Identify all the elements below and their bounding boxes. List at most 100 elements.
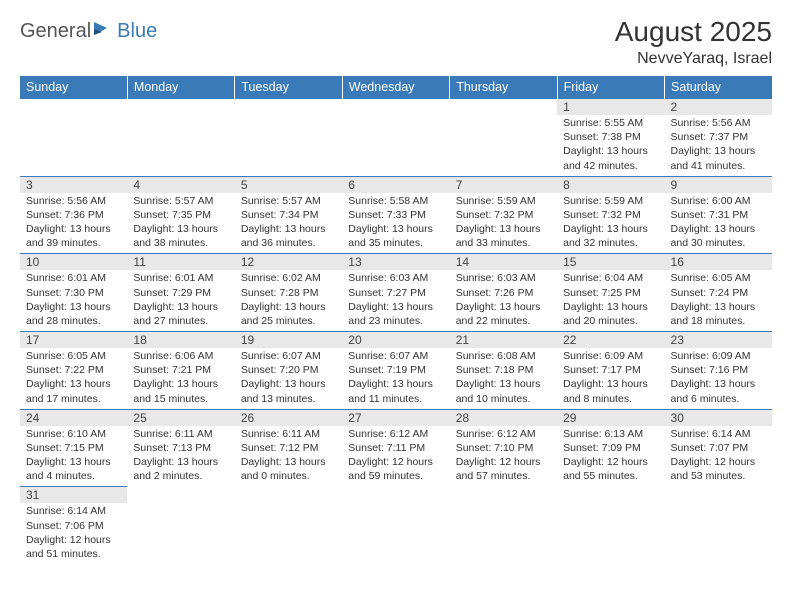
sunset-line: Sunset: 7:12 PM (241, 441, 336, 455)
sunset-line: Sunset: 7:26 PM (456, 286, 551, 300)
day-details: Sunrise: 5:57 AMSunset: 7:35 PMDaylight:… (127, 193, 234, 254)
day-details: Sunrise: 6:11 AMSunset: 7:12 PMDaylight:… (235, 426, 342, 487)
weekday-header: Sunday (20, 76, 127, 99)
sunrise-line: Sunrise: 6:05 AM (26, 349, 121, 363)
day-number (342, 487, 449, 503)
day-details: Sunrise: 6:03 AMSunset: 7:26 PMDaylight:… (450, 270, 557, 331)
sunrise-line: Sunrise: 6:14 AM (671, 427, 766, 441)
day-number: 3 (20, 177, 127, 193)
sunrise-line: Sunrise: 5:59 AM (563, 194, 658, 208)
calendar-cell: 25Sunrise: 6:11 AMSunset: 7:13 PMDayligh… (127, 409, 234, 487)
sunrise-line: Sunrise: 6:11 AM (241, 427, 336, 441)
daylight-line: Daylight: 13 hours and 13 minutes. (241, 377, 336, 405)
day-details: Sunrise: 6:00 AMSunset: 7:31 PMDaylight:… (665, 193, 772, 254)
sunrise-line: Sunrise: 6:14 AM (26, 504, 121, 518)
sunrise-line: Sunrise: 5:55 AM (563, 116, 658, 130)
sunrise-line: Sunrise: 6:06 AM (133, 349, 228, 363)
day-number: 9 (665, 177, 772, 193)
sunset-line: Sunset: 7:32 PM (456, 208, 551, 222)
day-details: Sunrise: 6:13 AMSunset: 7:09 PMDaylight:… (557, 426, 664, 487)
daylight-line: Daylight: 12 hours and 55 minutes. (563, 455, 658, 483)
calendar-cell: 19Sunrise: 6:07 AMSunset: 7:20 PMDayligh… (235, 332, 342, 410)
calendar-cell (235, 99, 342, 177)
weekday-header: Friday (557, 76, 664, 99)
sunrise-line: Sunrise: 6:03 AM (456, 271, 551, 285)
calendar-cell: 15Sunrise: 6:04 AMSunset: 7:25 PMDayligh… (557, 254, 664, 332)
day-details: Sunrise: 5:58 AMSunset: 7:33 PMDaylight:… (342, 193, 449, 254)
calendar-cell: 17Sunrise: 6:05 AMSunset: 7:22 PMDayligh… (20, 332, 127, 410)
day-details: Sunrise: 6:07 AMSunset: 7:19 PMDaylight:… (342, 348, 449, 409)
day-details: Sunrise: 5:56 AMSunset: 7:37 PMDaylight:… (665, 115, 772, 176)
day-number: 2 (665, 99, 772, 115)
sunset-line: Sunset: 7:21 PM (133, 363, 228, 377)
day-details: Sunrise: 5:59 AMSunset: 7:32 PMDaylight:… (557, 193, 664, 254)
page-header: General Blue August 2025 NevveYaraq, Isr… (20, 16, 772, 68)
daylight-line: Daylight: 13 hours and 22 minutes. (456, 300, 551, 328)
calendar-cell: 26Sunrise: 6:11 AMSunset: 7:12 PMDayligh… (235, 409, 342, 487)
sunset-line: Sunset: 7:06 PM (26, 519, 121, 533)
day-number: 14 (450, 254, 557, 270)
day-number: 4 (127, 177, 234, 193)
calendar-cell: 31Sunrise: 6:14 AMSunset: 7:06 PMDayligh… (20, 487, 127, 564)
daylight-line: Daylight: 13 hours and 18 minutes. (671, 300, 766, 328)
daylight-line: Daylight: 13 hours and 4 minutes. (26, 455, 121, 483)
sunset-line: Sunset: 7:32 PM (563, 208, 658, 222)
calendar-cell (342, 487, 449, 564)
weekday-header: Thursday (450, 76, 557, 99)
weekday-header: Wednesday (342, 76, 449, 99)
sunset-line: Sunset: 7:15 PM (26, 441, 121, 455)
calendar-cell: 30Sunrise: 6:14 AMSunset: 7:07 PMDayligh… (665, 409, 772, 487)
calendar-row: 17Sunrise: 6:05 AMSunset: 7:22 PMDayligh… (20, 332, 772, 410)
day-details: Sunrise: 6:06 AMSunset: 7:21 PMDaylight:… (127, 348, 234, 409)
sunset-line: Sunset: 7:16 PM (671, 363, 766, 377)
calendar-cell: 21Sunrise: 6:08 AMSunset: 7:18 PMDayligh… (450, 332, 557, 410)
sunrise-line: Sunrise: 6:03 AM (348, 271, 443, 285)
sunrise-line: Sunrise: 6:02 AM (241, 271, 336, 285)
sunset-line: Sunset: 7:19 PM (348, 363, 443, 377)
day-number: 29 (557, 410, 664, 426)
calendar-cell: 4Sunrise: 5:57 AMSunset: 7:35 PMDaylight… (127, 176, 234, 254)
day-details: Sunrise: 6:09 AMSunset: 7:16 PMDaylight:… (665, 348, 772, 409)
day-number: 1 (557, 99, 664, 115)
sunset-line: Sunset: 7:30 PM (26, 286, 121, 300)
calendar-cell: 5Sunrise: 5:57 AMSunset: 7:34 PMDaylight… (235, 176, 342, 254)
day-details: Sunrise: 6:05 AMSunset: 7:22 PMDaylight:… (20, 348, 127, 409)
sunset-line: Sunset: 7:20 PM (241, 363, 336, 377)
daylight-line: Daylight: 13 hours and 20 minutes. (563, 300, 658, 328)
calendar-row: 24Sunrise: 6:10 AMSunset: 7:15 PMDayligh… (20, 409, 772, 487)
daylight-line: Daylight: 13 hours and 42 minutes. (563, 144, 658, 172)
day-number: 30 (665, 410, 772, 426)
sunrise-line: Sunrise: 6:10 AM (26, 427, 121, 441)
calendar-row: 1Sunrise: 5:55 AMSunset: 7:38 PMDaylight… (20, 99, 772, 177)
day-number: 15 (557, 254, 664, 270)
sunrise-line: Sunrise: 6:08 AM (456, 349, 551, 363)
calendar-cell (450, 99, 557, 177)
day-details: Sunrise: 6:03 AMSunset: 7:27 PMDaylight:… (342, 270, 449, 331)
daylight-line: Daylight: 13 hours and 27 minutes. (133, 300, 228, 328)
day-number (450, 487, 557, 503)
daylight-line: Daylight: 13 hours and 30 minutes. (671, 222, 766, 250)
daylight-line: Daylight: 13 hours and 2 minutes. (133, 455, 228, 483)
calendar-cell: 13Sunrise: 6:03 AMSunset: 7:27 PMDayligh… (342, 254, 449, 332)
sunrise-line: Sunrise: 6:00 AM (671, 194, 766, 208)
daylight-line: Daylight: 13 hours and 39 minutes. (26, 222, 121, 250)
sunset-line: Sunset: 7:31 PM (671, 208, 766, 222)
flag-icon (93, 20, 115, 43)
sunrise-line: Sunrise: 6:12 AM (456, 427, 551, 441)
sunrise-line: Sunrise: 6:01 AM (133, 271, 228, 285)
sunset-line: Sunset: 7:09 PM (563, 441, 658, 455)
day-number: 25 (127, 410, 234, 426)
sunrise-line: Sunrise: 6:09 AM (671, 349, 766, 363)
day-details: Sunrise: 5:59 AMSunset: 7:32 PMDaylight:… (450, 193, 557, 254)
daylight-line: Daylight: 13 hours and 11 minutes. (348, 377, 443, 405)
calendar-cell (127, 99, 234, 177)
sunset-line: Sunset: 7:33 PM (348, 208, 443, 222)
daylight-line: Daylight: 13 hours and 41 minutes. (671, 144, 766, 172)
daylight-line: Daylight: 13 hours and 32 minutes. (563, 222, 658, 250)
weekday-header-row: SundayMondayTuesdayWednesdayThursdayFrid… (20, 76, 772, 99)
calendar-cell: 6Sunrise: 5:58 AMSunset: 7:33 PMDaylight… (342, 176, 449, 254)
day-details: Sunrise: 5:57 AMSunset: 7:34 PMDaylight:… (235, 193, 342, 254)
sunset-line: Sunset: 7:25 PM (563, 286, 658, 300)
sunset-line: Sunset: 7:28 PM (241, 286, 336, 300)
daylight-line: Daylight: 13 hours and 10 minutes. (456, 377, 551, 405)
